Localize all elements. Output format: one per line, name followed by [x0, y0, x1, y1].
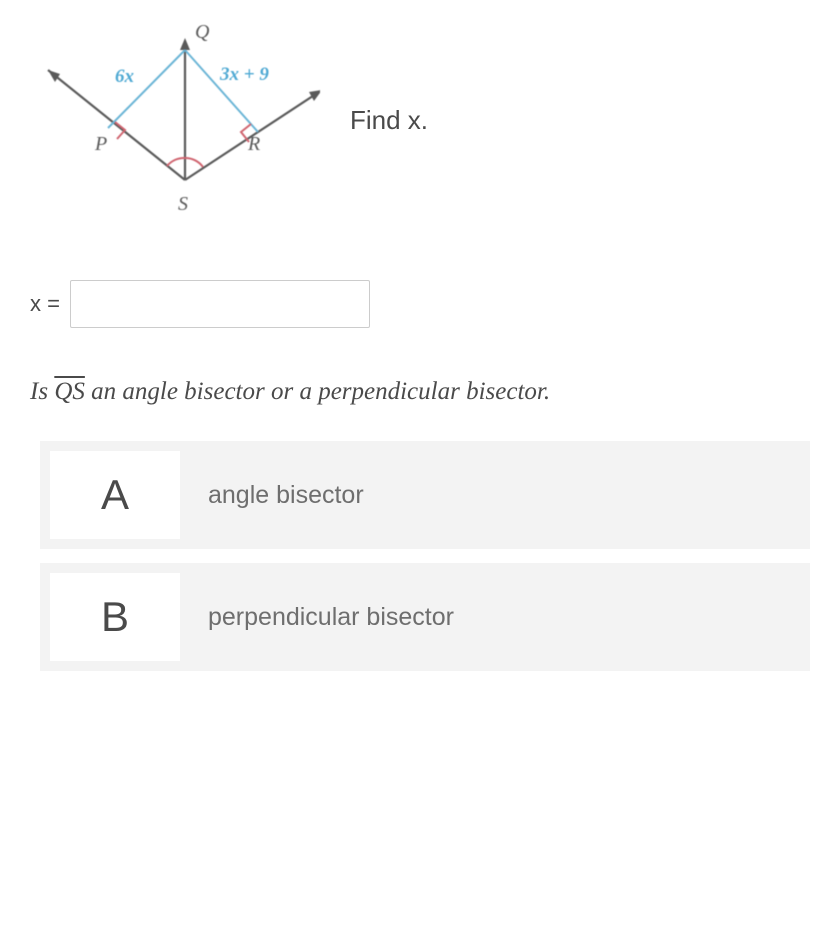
- geometry-diagram: Q P R S 6x 3x + 9: [20, 20, 320, 220]
- choice-letter-box: B: [50, 573, 180, 661]
- x-value-input[interactable]: [70, 280, 370, 328]
- choice-letter: A: [101, 471, 129, 519]
- point-s-label: S: [178, 193, 188, 215]
- segment-qr-label: 3x + 9: [219, 64, 269, 85]
- find-x-label: Find x.: [350, 105, 428, 136]
- point-p-label: P: [94, 133, 107, 155]
- choice-a[interactable]: A angle bisector: [40, 441, 810, 549]
- choice-letter: B: [101, 593, 129, 641]
- question-prompt: Is QS an angle bisector or a perpendicul…: [30, 378, 808, 406]
- choice-text: angle bisector: [180, 441, 810, 549]
- answer-input-row: x =: [30, 280, 808, 328]
- x-equals-label: x =: [30, 291, 60, 317]
- answer-choices: A angle bisector B perpendicular bisecto…: [40, 441, 810, 671]
- point-r-label: R: [247, 133, 260, 155]
- point-q-label: Q: [195, 21, 210, 43]
- choice-letter-box: A: [50, 451, 180, 539]
- choice-text: perpendicular bisector: [180, 563, 810, 671]
- segment-pq-label: 6x: [115, 66, 135, 87]
- choice-b[interactable]: B perpendicular bisector: [40, 563, 810, 671]
